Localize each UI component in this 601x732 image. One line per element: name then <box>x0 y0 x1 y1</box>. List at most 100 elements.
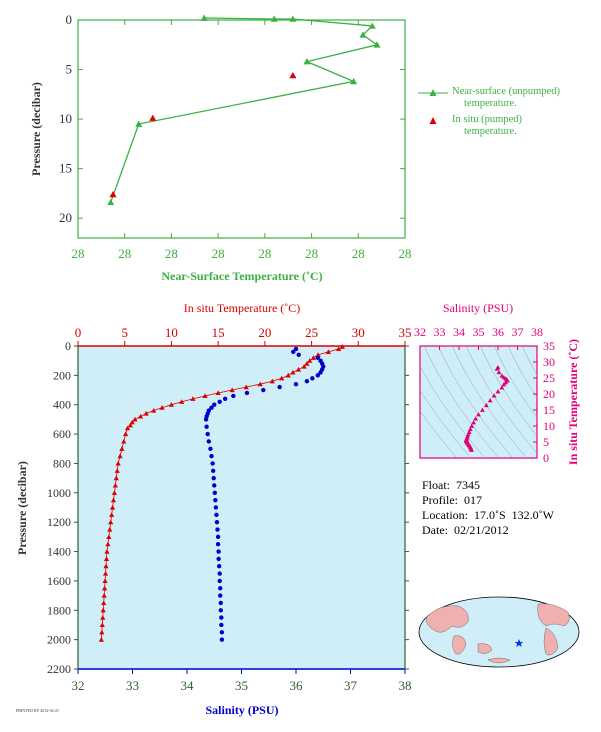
x-tick-label: 28 <box>305 246 318 261</box>
ts-x-tick-label: 36 <box>492 325 504 339</box>
ts-y-tick-label: 20 <box>543 387 555 401</box>
star-icon <box>514 639 524 647</box>
ts-point <box>480 407 485 412</box>
unpumped-point <box>303 58 311 65</box>
temperature-point <box>325 349 331 354</box>
temperature-point <box>143 410 149 416</box>
x-axis-label: Near-Surface Temperature (˚C) <box>161 269 322 283</box>
ts-y-tick-label: 5 <box>543 435 549 449</box>
unpumped-point <box>200 14 208 21</box>
plot-frame <box>77 19 406 239</box>
pumped-point <box>289 71 297 79</box>
temperature-point <box>269 378 275 384</box>
ts-point <box>471 420 477 425</box>
salinity-point <box>318 370 323 375</box>
temperature-point <box>168 402 175 407</box>
x-tick-label: 28 <box>399 246 412 261</box>
ts-y-axis-label: In situ Temperature (˚C) <box>566 339 580 465</box>
ts-point <box>476 412 481 417</box>
float-location: Location: 17.0˚S 132.0˚W <box>422 508 554 522</box>
temperature-point <box>215 390 221 396</box>
temperature-point <box>103 556 110 561</box>
salinity-point <box>213 497 218 503</box>
pressure-tick-label: 1200 <box>47 515 71 529</box>
salinity-point <box>213 505 219 510</box>
temperature-point <box>285 372 291 378</box>
temperature-point <box>179 399 185 404</box>
ts-point <box>487 398 493 403</box>
temperature-point <box>336 346 342 352</box>
ts-x-axis-label: Salinity (PSU) <box>443 301 513 315</box>
unpumped-temperature-line <box>110 17 379 203</box>
pressure-tick-label: 800 <box>53 456 71 470</box>
y-axis-label: Pressure (decibar) <box>29 82 43 176</box>
ts-point <box>469 423 475 428</box>
salinity-tick-label: 32 <box>72 678 85 693</box>
x-tick-label: 28 <box>72 246 85 261</box>
ts-point <box>494 366 500 371</box>
ts-point <box>469 447 474 452</box>
unpumped-point <box>270 15 278 22</box>
salinity-point <box>205 431 210 437</box>
temperature-point <box>98 637 104 642</box>
temperature-point <box>106 534 112 539</box>
temperature-point <box>243 384 249 390</box>
temperature-point <box>307 358 313 363</box>
density-isoline <box>420 389 472 458</box>
temperature-line <box>100 346 343 640</box>
profile-number: Profile: 017 <box>422 493 482 507</box>
temperature-point <box>117 453 123 459</box>
ts-point <box>499 385 505 390</box>
temperature-point <box>339 344 346 349</box>
density-isoline <box>493 346 537 419</box>
pressure-tick-label: 1400 <box>47 545 71 559</box>
temperature-point <box>124 425 131 431</box>
ts-point <box>501 382 507 387</box>
x-tick-label: 28 <box>212 246 225 261</box>
y-tick-label: 0 <box>66 12 73 27</box>
salinity-point <box>209 405 214 410</box>
pressure-tick-label: 400 <box>53 398 71 412</box>
pumped-point <box>149 114 157 121</box>
temperature-point <box>132 416 138 422</box>
pressure-tick-label: 1000 <box>47 486 71 500</box>
legend: Near-surface (unpumped) temperature. In … <box>418 86 560 142</box>
ts-x-tick-label: 38 <box>531 325 543 339</box>
temperature-point <box>109 512 115 517</box>
temperature-point <box>290 369 296 375</box>
unpumped-point <box>107 198 115 206</box>
unpumped-point <box>135 120 143 127</box>
ts-x-tick-label: 34 <box>453 325 465 339</box>
bottom-axis-label: Salinity (PSU) <box>205 703 278 717</box>
salinity-point <box>261 387 266 393</box>
temp-tick-label: 25 <box>305 325 318 340</box>
temperature-point <box>101 600 107 606</box>
salinity-point <box>218 608 223 613</box>
salinity-point <box>214 519 220 525</box>
salinity-point <box>216 556 221 562</box>
ts-y-tick-label: 35 <box>543 339 555 353</box>
salinity-tick-label: 38 <box>399 678 412 693</box>
temperature-point <box>119 446 125 451</box>
temperature-point <box>129 419 135 425</box>
y-tick-label: 15 <box>59 161 72 176</box>
temp-tick-label: 15 <box>212 325 225 340</box>
ts-point <box>473 416 478 421</box>
legend-pumped-line2: temperature. <box>464 126 517 137</box>
ts-x-tick-label: 33 <box>434 325 446 339</box>
y-tick-label: 10 <box>59 111 72 126</box>
ts-y-tick-label: 30 <box>543 355 555 369</box>
ts-diagram-chart: 32 33 34 35 36 37 38 0 5 10 15 20 25 30 35 Salinity (PS… <box>414 301 580 465</box>
ts-x-tick-label: 35 <box>473 325 485 339</box>
temperature-point <box>107 526 113 532</box>
plot-background <box>78 346 405 669</box>
pressure-tick-label: 0 <box>65 339 71 353</box>
salinity-point <box>216 549 221 554</box>
temperature-point <box>310 355 317 360</box>
temperature-point <box>121 438 127 444</box>
pressure-tick-label: 200 <box>53 368 71 382</box>
legend-unpumped-line1: Near-surface (unpumped) <box>452 86 560 97</box>
temperature-point <box>103 563 109 569</box>
salinity-point <box>215 534 221 540</box>
y-tick-label: 20 <box>59 210 72 225</box>
